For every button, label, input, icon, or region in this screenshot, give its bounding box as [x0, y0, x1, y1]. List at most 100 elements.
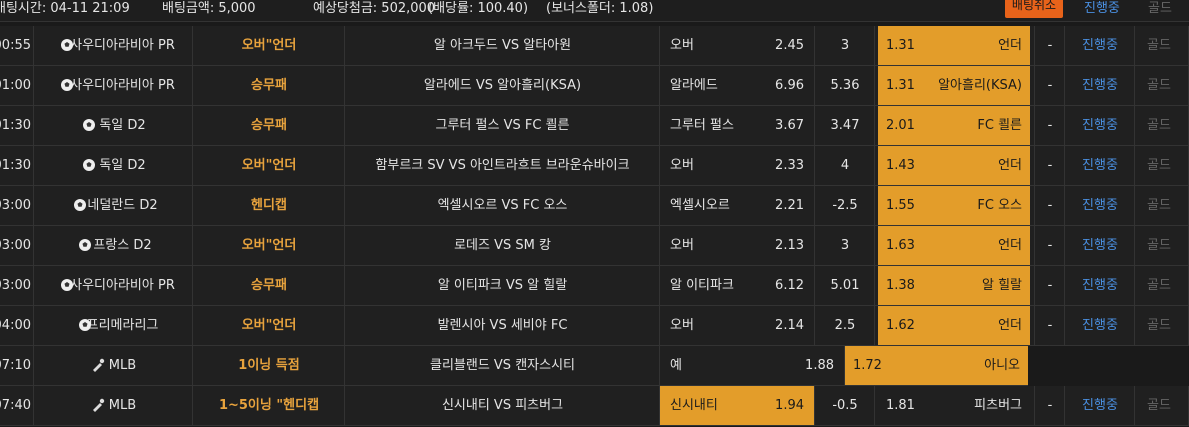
dash-cell: -: [1035, 146, 1065, 186]
league-cell: 독일 D2: [34, 146, 193, 186]
status-cell: 진행중: [1065, 226, 1135, 266]
gold[interactable]: 골드: [1147, 78, 1171, 93]
bet-type-cell: 오버"언더: [193, 26, 345, 66]
home-label: 알 이티파크: [670, 278, 734, 293]
away-pick[interactable]: 1.55 FC 오스: [875, 186, 1035, 226]
bet-type: 오버"언더: [241, 158, 297, 173]
dash: -: [1047, 38, 1053, 53]
status-cell: 진행중: [1065, 266, 1135, 306]
league: 독일 D2: [99, 158, 146, 173]
away-pick[interactable]: 1.81 피츠버그: [875, 386, 1035, 426]
away-inner: 1.31 알아흘리(KSA): [878, 66, 1030, 105]
league: 사우디아라비아 PR: [70, 38, 175, 53]
time: 01:30: [0, 118, 31, 133]
away-pick[interactable]: 1.31 알아흘리(KSA): [875, 66, 1035, 106]
time-cell: 03:00: [0, 186, 34, 226]
gold[interactable]: 골드: [1147, 38, 1171, 53]
middle-cell: 5.01: [815, 266, 875, 306]
bet-type: 오버"언더: [241, 318, 297, 333]
status: 진행중: [1082, 238, 1118, 253]
away-inner: 1.63 언더: [878, 226, 1030, 265]
away-odds: 1.43: [886, 158, 915, 173]
bet-type-cell: 승무패: [193, 106, 345, 146]
time: 01:00: [0, 78, 31, 93]
gold-cell: 골드: [1135, 226, 1189, 266]
status: 진행중: [1082, 78, 1118, 93]
middle-value: 3.47: [830, 118, 860, 133]
gold[interactable]: 골드: [1147, 278, 1171, 293]
dash-cell: -: [1035, 106, 1065, 146]
status-cell: 진행중: [1065, 186, 1135, 226]
bet-row: 01:00 사우디아라비아 PR 승무패 알라에드 VS 알아흘리(KSA) 알라에드 6…: [0, 66, 1189, 106]
dash-cell: -: [1035, 386, 1065, 426]
status: 진행중: [1082, 118, 1118, 133]
league: 프리메라리그: [86, 318, 159, 333]
gold[interactable]: 골드: [1147, 318, 1171, 333]
away-odds: 1.38: [886, 278, 915, 293]
away-label: 아니오: [984, 358, 1020, 373]
bonus: (보너스폴더: 1.08): [546, 1, 654, 16]
home-pick[interactable]: 오버 2.45: [660, 26, 815, 66]
away-pick[interactable]: 1.38 알 힐랄: [875, 266, 1035, 306]
status: 진행중: [1082, 318, 1118, 333]
away-label: 언더: [998, 238, 1022, 253]
home-pick[interactable]: 엑셀시오르 2.21: [660, 186, 815, 226]
status: 진행중: [1082, 398, 1118, 413]
home-odds: 2.21: [775, 198, 804, 213]
away-label: 알 힐랄: [981, 278, 1022, 293]
dash: -: [1047, 78, 1053, 93]
home-pick[interactable]: 신시내티 1.94: [660, 386, 815, 426]
status: 진행중: [1082, 158, 1118, 173]
home-pick[interactable]: 오버 2.14: [660, 306, 815, 346]
away-pick[interactable]: 1.43 언더: [875, 146, 1035, 186]
bet-amount: 배팅금액: 5,000: [162, 1, 256, 16]
middle-value: 2.5: [834, 318, 856, 333]
league-cell: 프랑스 D2: [34, 226, 193, 266]
home-pick[interactable]: 알라에드 6.96: [660, 66, 815, 106]
time-cell: 04:00: [0, 306, 34, 346]
match-cell: 로데즈 VS SM 캉: [345, 226, 660, 266]
time: 07:10: [0, 358, 31, 373]
gold[interactable]: 골드: [1147, 198, 1171, 213]
gold[interactable]: 골드: [1147, 238, 1171, 253]
league-cell: 사우디아라비아 PR: [34, 266, 193, 306]
away-label: 언더: [998, 158, 1022, 173]
away-pick[interactable]: 1.72 아니오: [845, 346, 1028, 386]
home-label: 엑셀시오르: [670, 198, 730, 213]
home-pick[interactable]: 오버 2.13: [660, 226, 815, 266]
gold[interactable]: 골드: [1147, 398, 1171, 413]
match-cell: 알 이티파크 VS 알 힐랄: [345, 266, 660, 306]
away-pick[interactable]: 2.01 FC 쾰른: [875, 106, 1035, 146]
cancel-button[interactable]: 배팅취소: [1005, 0, 1063, 18]
match: 알 이티파크 VS 알 힐랄: [437, 278, 568, 293]
match: 신시내티 VS 피츠버그: [441, 398, 564, 413]
league: MLB: [108, 398, 137, 413]
time-cell: 00:55: [0, 26, 34, 66]
sport-icon: [78, 319, 91, 331]
bet-row: 07:40 MLB 1~5이닝 "헨디캡 신시내티 VS 피츠버그 신시내티 1.94 -0…: [0, 386, 1189, 426]
home-label: 오버: [670, 158, 694, 173]
home-label: 알라에드: [670, 78, 718, 93]
home-pick[interactable]: 예 1.88: [660, 346, 845, 386]
league: 네덜란드 D2: [87, 198, 158, 213]
bet-row: 07:10 MLB 1이닝 득점 클리블랜드 VS 캔자스시티 예 1.88 1.72 아니오: [0, 346, 1189, 386]
home-label: 그루터 펄스: [670, 118, 734, 133]
match-cell: 알라에드 VS 알아흘리(KSA): [345, 66, 660, 106]
time: 00:55: [0, 38, 31, 53]
away-pick[interactable]: 1.62 언더: [875, 306, 1035, 346]
away-pick[interactable]: 1.63 언더: [875, 226, 1035, 266]
league-cell: 프리메라리그: [34, 306, 193, 346]
home-pick[interactable]: 그루터 펄스 3.67: [660, 106, 815, 146]
away-inner: 2.01 FC 쾰른: [878, 106, 1030, 145]
match: 알라에드 VS 알아흘리(KSA): [423, 78, 582, 93]
home-pick[interactable]: 알 이티파크 6.12: [660, 266, 815, 306]
time: 03:00: [0, 238, 31, 253]
gold[interactable]: 골드: [1147, 118, 1171, 133]
home-odds: 2.45: [775, 38, 804, 53]
away-odds: 1.81: [886, 398, 915, 413]
middle-value: 3: [840, 238, 850, 253]
gold[interactable]: 골드: [1147, 158, 1171, 173]
away-pick[interactable]: 1.31 언더: [875, 26, 1035, 66]
home-pick[interactable]: 오버 2.33: [660, 146, 815, 186]
status-cell: 진행중: [1065, 66, 1135, 106]
